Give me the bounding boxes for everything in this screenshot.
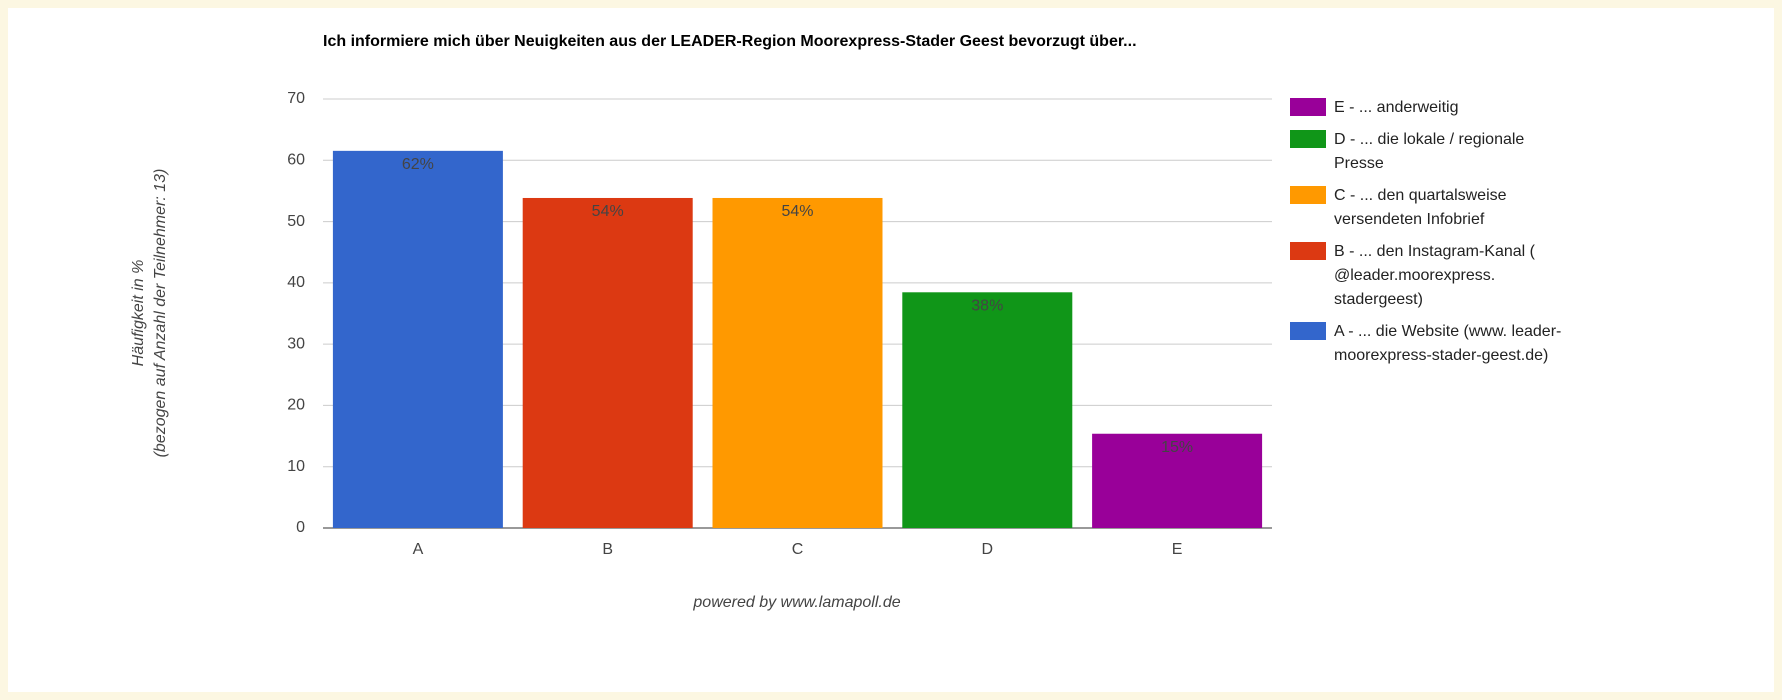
legend-swatch [1290, 130, 1326, 148]
y-axis-title-line: (bezogen auf Anzahl der Teilnehmer: 13) [152, 169, 169, 458]
value-label: 38% [971, 298, 1003, 315]
y-tick-label: 70 [287, 90, 305, 107]
legend-swatch [1290, 242, 1326, 260]
y-axis-title-line: Häufigkeit in % [130, 260, 147, 367]
x-tick-label: D [982, 541, 994, 558]
value-label: 62% [402, 156, 434, 173]
legend: E - ... anderweitig D - ... die lokale / … [1290, 96, 1570, 376]
value-label: 54% [592, 203, 624, 220]
legend-item: C - ... den quartalsweise versendeten In… [1290, 184, 1570, 232]
value-label: 54% [781, 203, 813, 220]
legend-label: B - ... den Instagram-Kanal ( @leader.mo… [1334, 243, 1535, 308]
bar [902, 292, 1073, 528]
x-tick-label: C [792, 541, 804, 558]
legend-swatch [1290, 98, 1326, 116]
legend-label: C - ... den quartalsweise versendeten In… [1334, 187, 1507, 228]
chart-title: Ich informiere mich über Neuigkeiten aus… [323, 33, 1137, 50]
value-label: 15% [1161, 439, 1193, 456]
y-tick-label: 10 [287, 458, 305, 475]
footer: powered by www.lamapoll.de [692, 594, 900, 611]
x-tick-label: B [602, 541, 613, 558]
legend-label: D - ... die lokale / regionale Presse [1334, 131, 1525, 172]
panel [8, 8, 1774, 692]
y-tick-label: 30 [287, 335, 305, 352]
legend-item: B - ... den Instagram-Kanal ( @leader.mo… [1290, 240, 1570, 312]
legend-swatch [1290, 322, 1326, 340]
legend-label: A - ... die Website (www. leader-moorexp… [1334, 323, 1562, 364]
bar [522, 197, 693, 528]
y-tick-label: 60 [287, 152, 305, 169]
legend-label: E - ... anderweitig [1334, 99, 1459, 116]
y-tick-label: 50 [287, 213, 305, 230]
y-tick-label: 40 [287, 274, 305, 291]
bar [332, 150, 503, 528]
x-tick-label: E [1172, 541, 1183, 558]
legend-swatch [1290, 186, 1326, 204]
legend-item: E - ... anderweitig [1290, 96, 1570, 120]
y-axis-title: Häufigkeit in % (bezogen auf Anzahl der T… [130, 169, 169, 458]
y-tick-label: 0 [296, 519, 305, 536]
legend-item: A - ... die Website (www. leader-moorexp… [1290, 320, 1570, 368]
x-tick-label: A [413, 541, 424, 558]
bar [712, 197, 883, 528]
legend-item: D - ... die lokale / regionale Presse [1290, 128, 1570, 176]
bar [1092, 433, 1263, 528]
y-tick-label: 20 [287, 397, 305, 414]
